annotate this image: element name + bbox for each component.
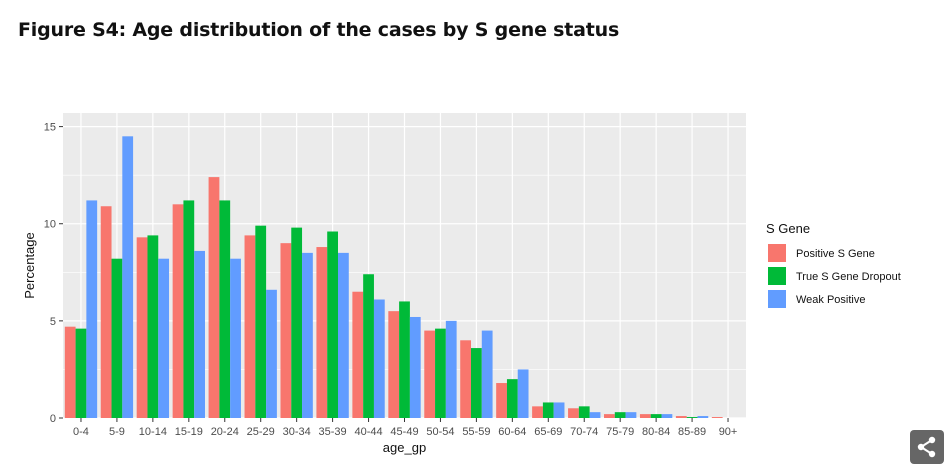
bar xyxy=(208,177,220,418)
bar xyxy=(661,414,673,418)
bar xyxy=(136,237,148,418)
x-tick-label: 45-49 xyxy=(390,426,418,438)
bar xyxy=(280,243,292,418)
bar xyxy=(578,406,590,418)
x-tick-label: 65-69 xyxy=(534,426,562,438)
y-tick-label: 0 xyxy=(50,413,56,425)
x-tick-label: 0-4 xyxy=(73,426,89,438)
bar xyxy=(399,301,410,418)
bar xyxy=(614,412,626,418)
x-tick-label: 85-89 xyxy=(678,426,706,438)
bar xyxy=(532,406,543,418)
bar xyxy=(496,383,507,418)
bar xyxy=(86,200,98,418)
bar xyxy=(337,252,349,418)
bar xyxy=(219,200,231,418)
x-tick-label: 30-34 xyxy=(283,426,311,438)
legend-label: Weak Positive xyxy=(796,294,866,306)
legend: S Gene Positive S Gene True S Gene Dropou… xyxy=(766,221,901,308)
bar xyxy=(316,247,328,418)
x-tick-label: 90+ xyxy=(719,426,738,438)
y-axis: 0 5 10 15 xyxy=(44,122,63,425)
bar xyxy=(255,225,267,418)
bar xyxy=(64,326,76,418)
legend-key xyxy=(768,267,786,285)
x-axis-title: age_gp xyxy=(383,440,426,455)
bar xyxy=(111,258,123,418)
y-tick-label: 10 xyxy=(44,219,56,231)
y-tick-label: 5 xyxy=(50,316,56,328)
bar xyxy=(686,417,698,418)
bar xyxy=(481,330,493,418)
bar xyxy=(352,291,364,418)
bar xyxy=(589,412,601,418)
bar xyxy=(172,204,184,418)
bar xyxy=(542,402,554,418)
bar xyxy=(517,369,529,418)
bar xyxy=(158,258,170,418)
bar xyxy=(697,416,709,418)
bar xyxy=(183,200,195,418)
legend-key xyxy=(768,290,786,308)
legend-title: S Gene xyxy=(766,221,810,236)
bar xyxy=(147,235,159,418)
bars xyxy=(64,136,723,418)
x-tick-label: 15-19 xyxy=(175,426,203,438)
bar xyxy=(639,414,651,418)
bar xyxy=(244,235,256,418)
bar xyxy=(650,414,662,418)
bar xyxy=(230,258,241,418)
bar xyxy=(506,379,518,418)
x-tick-label: 60-64 xyxy=(498,426,526,438)
bar xyxy=(291,227,303,418)
x-axis: 0-4 5-9 10-14 15-19 20-24 25-29 30-34 35-39 40-4… xyxy=(73,418,737,438)
bar xyxy=(471,348,482,418)
bar xyxy=(553,402,565,418)
y-tick-label: 15 xyxy=(44,122,56,134)
x-tick-label: 50-54 xyxy=(426,426,454,438)
bar xyxy=(100,206,112,418)
bar xyxy=(460,340,472,418)
figure-title: Figure S4: Age distribution of the cases… xyxy=(18,19,620,41)
bar xyxy=(409,316,421,418)
legend-label: True S Gene Dropout xyxy=(796,271,901,283)
share-button[interactable] xyxy=(910,430,944,464)
x-tick-label: 35-39 xyxy=(319,426,347,438)
bar xyxy=(568,408,579,418)
bar xyxy=(424,330,436,418)
bar xyxy=(363,274,374,418)
bar xyxy=(604,414,615,418)
bar xyxy=(302,252,313,418)
bar xyxy=(122,136,134,418)
legend-key xyxy=(768,244,786,262)
x-tick-label: 20-24 xyxy=(211,426,239,438)
bar xyxy=(75,328,87,418)
x-tick-label: 80-84 xyxy=(642,426,670,438)
x-tick-label: 55-59 xyxy=(462,426,490,438)
bar xyxy=(327,231,338,418)
share-icon xyxy=(917,436,936,458)
bar xyxy=(388,311,400,418)
legend-label: Positive S Gene xyxy=(796,248,875,260)
x-tick-label: 5-9 xyxy=(109,426,125,438)
bar xyxy=(373,299,385,418)
bar xyxy=(625,412,637,418)
bar xyxy=(266,289,277,418)
x-tick-label: 70-74 xyxy=(570,426,598,438)
bar xyxy=(445,320,457,418)
bar xyxy=(711,417,723,418)
bar xyxy=(675,416,687,418)
bar xyxy=(194,250,205,418)
x-tick-label: 10-14 xyxy=(139,426,167,438)
x-tick-label: 75-79 xyxy=(606,426,634,438)
x-tick-label: 25-29 xyxy=(247,426,275,438)
bar xyxy=(435,328,446,418)
y-axis-title: Percentage xyxy=(22,232,37,299)
x-tick-label: 40-44 xyxy=(354,426,382,438)
